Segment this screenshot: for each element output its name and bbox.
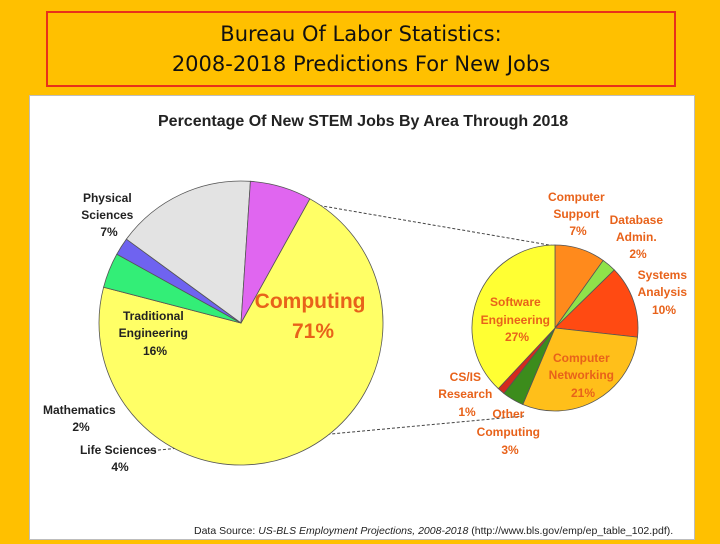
- label-systems-analysis: Systems Analysis 10%: [638, 268, 691, 317]
- label-database-admin: Database Admin. 2%: [610, 213, 667, 261]
- data-source-note: Data Source: US-BLS Employment Projectio…: [194, 525, 673, 537]
- detail-pie: [471, 244, 639, 412]
- label-computer-networking: Computer Networking 21%: [549, 351, 618, 400]
- chart-panel: Percentage Of New STEM Jobs By Area Thro…: [29, 95, 695, 540]
- banner-line-2: 2008-2018 Predictions For New Jobs: [171, 52, 551, 76]
- banner-line-1: Bureau Of Labor Statistics:: [220, 22, 502, 46]
- main-slice-computing: [98, 198, 384, 466]
- detail-slice-computer-networking: [522, 327, 638, 412]
- main-slice-physical-sciences: [240, 180, 311, 324]
- title-banner: Bureau Of Labor Statistics: 2008-2018 Pr…: [46, 11, 676, 87]
- main-pie: [98, 180, 384, 466]
- label-mathematics: Mathematics 2%: [43, 403, 119, 434]
- main-slice-traditional-engineering: [125, 180, 251, 324]
- label-traditional-engineering: Traditional Engineering 16%: [119, 309, 192, 358]
- chart-title: Percentage Of New STEM Jobs By Area Thro…: [158, 113, 568, 130]
- label-other-computing: Other Computing 3%: [477, 407, 544, 457]
- label-computer-support: Computer Support 7%: [548, 190, 608, 238]
- label-physical-sciences: Physical Sciences 7%: [81, 191, 136, 239]
- label-software-engineering: Software Engineering 27%: [481, 295, 554, 344]
- detail-slice-software-engineering: [471, 244, 556, 390]
- connector-line-top: [269, 196, 556, 247]
- pie-charts: Percentage Of New STEM Jobs By Area Thro…: [43, 113, 691, 537]
- label-life-sciences: Life Sciences 4%: [80, 443, 160, 474]
- detail-slice-systems-analysis: [554, 269, 639, 338]
- label-computing: Computing 71%: [255, 290, 372, 343]
- label-cs-is-research: CS/IS Research 1%: [438, 370, 495, 419]
